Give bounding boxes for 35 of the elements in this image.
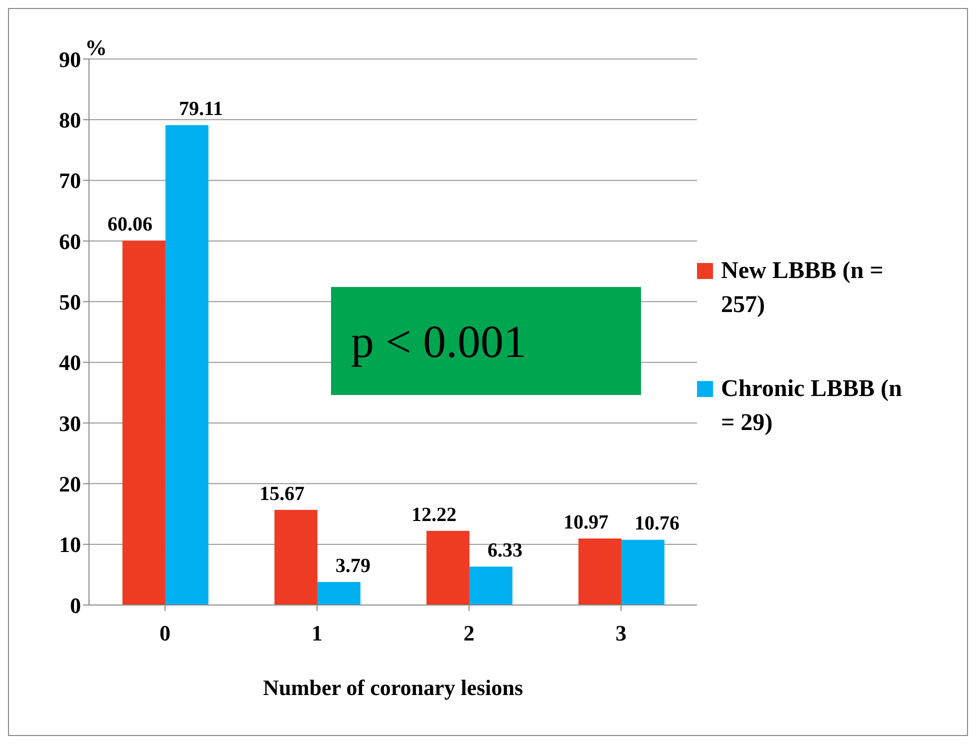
y-tick-label: 40 bbox=[59, 350, 81, 376]
legend-label: Chronic LBBB (n = 29) bbox=[721, 375, 903, 438]
bar bbox=[165, 125, 208, 605]
bar bbox=[469, 566, 512, 605]
x-tick-label: 3 bbox=[616, 620, 626, 646]
y-tick-label: 10 bbox=[59, 532, 81, 558]
y-axis-title: % bbox=[85, 35, 107, 61]
y-tick-label: 80 bbox=[59, 107, 81, 132]
bar bbox=[317, 582, 360, 605]
data-label: 12.22 bbox=[411, 504, 456, 526]
y-tick-label: 20 bbox=[59, 471, 81, 496]
x-axis-title: Number of coronary lesions bbox=[262, 675, 524, 700]
y-tick-label: 60 bbox=[59, 228, 81, 254]
annotation: p < 0.001 bbox=[331, 287, 641, 395]
y-tick-label: 0 bbox=[70, 592, 81, 618]
x-tick-label: 1 bbox=[312, 620, 322, 646]
y-tick-label: 30 bbox=[59, 410, 81, 436]
y-tick-label: 90 bbox=[59, 46, 81, 72]
data-label: 10.97 bbox=[563, 511, 608, 534]
bar bbox=[274, 510, 318, 605]
bar bbox=[426, 530, 470, 605]
x-tick-label: 0 bbox=[160, 620, 170, 646]
bar bbox=[578, 538, 622, 605]
data-label: 15.67 bbox=[259, 482, 304, 505]
data-label: 6.33 bbox=[487, 540, 522, 562]
data-label: 79.11 bbox=[178, 98, 223, 120]
bar bbox=[122, 240, 166, 605]
y-tick-label: 50 bbox=[59, 289, 81, 314]
data-label: 3.79 bbox=[335, 555, 370, 578]
y-tick-label: 70 bbox=[59, 168, 81, 194]
x-tick-label: 2 bbox=[464, 620, 474, 646]
data-label: 60.06 bbox=[107, 214, 152, 236]
data-label: 10.76 bbox=[634, 512, 680, 535]
bar bbox=[621, 540, 664, 605]
legend-label: New LBBB (n = 257) bbox=[721, 257, 884, 320]
